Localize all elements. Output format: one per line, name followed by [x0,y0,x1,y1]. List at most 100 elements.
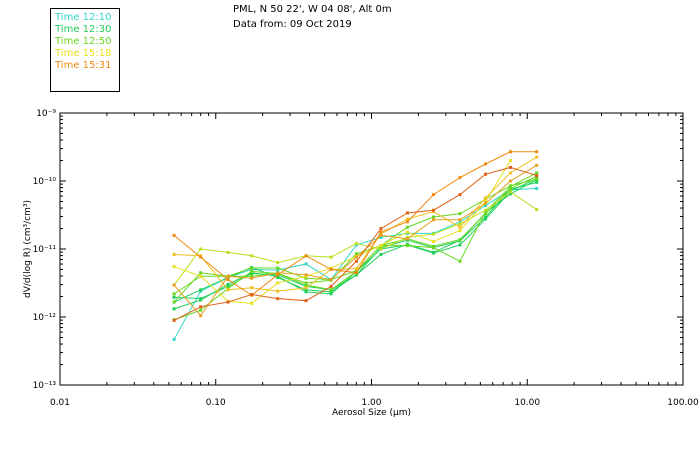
data-point [484,199,488,203]
y-tick-label: 10⁻⁹ [36,109,56,119]
data-point [199,288,203,292]
data-point [329,284,333,288]
data-point [484,201,488,205]
data-point [431,232,435,236]
data-point [172,318,176,322]
data-point [304,283,308,287]
data-point [484,212,488,216]
data-point [199,305,203,309]
data-point [172,300,176,304]
x-tick-label: 10.00 [514,398,540,408]
data-point [276,266,280,270]
data-point [329,288,333,292]
series-line [173,178,537,321]
data-point [458,243,462,247]
data-point [250,266,254,270]
data-point [226,278,230,282]
data-point [276,261,280,265]
data-point [304,254,308,258]
data-point [329,255,333,259]
data-point [276,273,280,277]
data-point [508,165,512,169]
data-point [199,274,203,278]
data-point [276,268,280,272]
data-point [199,308,203,312]
data-point [379,230,383,234]
data-point [405,217,409,221]
data-point [458,193,462,197]
data-point [405,237,409,241]
data-point [535,208,539,212]
data-point [354,259,358,263]
data-point [354,269,358,273]
data-point [276,271,280,275]
data-point [431,193,435,197]
series-line [173,172,537,303]
data-point [199,271,203,275]
data-point [226,284,230,288]
data-point [484,203,488,207]
data-point [484,217,488,221]
legend-item-1230: Time 12:30 [55,24,112,35]
legend-item-1250: Time 12:50 [55,36,112,47]
data-point [508,171,512,175]
data-point [226,282,230,286]
y-tick-label: 10⁻¹² [33,313,57,323]
data-point [304,281,308,285]
data-point [508,179,512,183]
header-location: PML, N 50 22', W 04 08', Alt 0m [233,4,392,15]
data-point [458,225,462,229]
data-point [431,246,435,250]
data-point [329,278,333,282]
data-point [379,227,383,231]
data-point [458,218,462,222]
data-point [484,196,488,200]
data-point [354,252,358,256]
series-line [173,164,537,317]
data-point [250,269,254,273]
data-point [535,171,539,175]
data-point [508,184,512,188]
data-point [199,255,203,259]
data-point [379,233,383,237]
data-point [431,215,435,219]
data-point [484,215,488,219]
data-point [250,301,254,305]
data-point [405,244,409,248]
data-point [172,233,176,237]
data-point [354,242,358,246]
legend-item-1531: Time 15:31 [55,60,112,71]
data-point [172,283,176,287]
data-point [304,290,308,294]
legend-item-1210: Time 12:10 [55,12,112,23]
data-point [250,271,254,275]
data-point [354,271,358,275]
data-point [172,307,176,311]
data-point [250,276,254,280]
data-point [484,162,488,166]
x-axis-label: Aerosol Size (µm) [332,408,411,418]
legend-box: Time 12:10 Time 12:30 Time 12:50 Time 15… [50,8,120,92]
data-point [431,208,435,212]
x-tick-label: 1.00 [361,398,381,408]
data-point [304,273,308,277]
data-point [535,180,539,184]
x-tick-label: 100.00 [667,398,699,408]
data-point [379,235,383,239]
data-point [304,262,308,266]
data-point [431,250,435,254]
data-point [458,212,462,216]
data-point [379,247,383,251]
data-point [304,286,308,290]
data-point [508,192,512,196]
data-point [431,218,435,222]
data-point [172,337,176,341]
y-tick-label: 10⁻¹³ [33,381,57,391]
y-tick-label: 10⁻¹¹ [33,245,57,255]
x-tick-label: 0.10 [206,398,226,408]
data-point [199,297,203,301]
data-point [405,211,409,215]
data-point [304,288,308,292]
data-point [405,225,409,229]
data-point [458,220,462,224]
